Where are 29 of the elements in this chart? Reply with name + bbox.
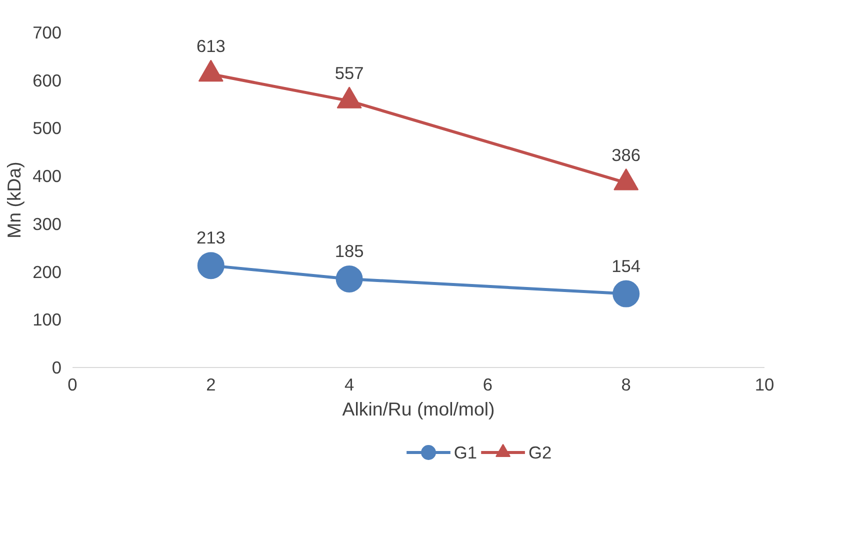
- point: [197, 252, 224, 280]
- x-axis-title: Alkin/Ru (mol/mol): [342, 398, 495, 420]
- y-tick-label: 500: [32, 118, 62, 138]
- y-axis-title: Mn (kDa): [4, 162, 25, 238]
- data-label: 213: [196, 228, 226, 248]
- data-label: 613: [196, 36, 226, 56]
- data-label: 386: [612, 144, 641, 165]
- point: [336, 86, 362, 108]
- x-tick-label: 0: [68, 374, 78, 394]
- y-tick-label: 200: [32, 262, 62, 282]
- x-tick-label: 2: [206, 374, 216, 394]
- x-tick-label: 10: [754, 374, 774, 394]
- x-tick-label: 8: [621, 374, 631, 394]
- x-tick-label: 6: [482, 374, 493, 394]
- y-tick-label: 0: [52, 358, 62, 378]
- point: [612, 280, 640, 308]
- y-tick-label: 100: [32, 310, 62, 330]
- x-tick-label: 4: [344, 374, 354, 394]
- y-tick-label: 400: [32, 166, 62, 186]
- y-tick-label: 300: [32, 214, 62, 234]
- data-label: 557: [334, 62, 364, 83]
- legend-label: G2: [528, 442, 552, 462]
- y-tick-label: 600: [32, 70, 62, 90]
- point: [336, 265, 363, 292]
- data-label: 154: [612, 256, 641, 276]
- y-tick-label: 700: [32, 22, 62, 42]
- legend-label: G1: [454, 442, 478, 462]
- point: [198, 60, 224, 82]
- data-label: 185: [334, 240, 364, 261]
